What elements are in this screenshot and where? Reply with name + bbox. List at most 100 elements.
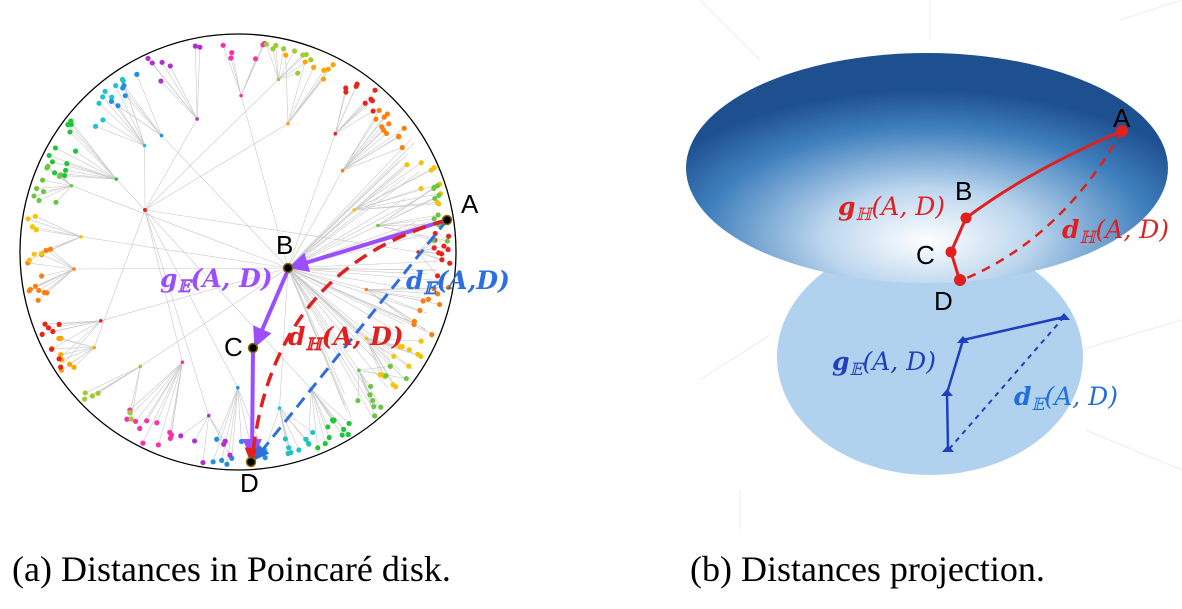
graph-edge: [48, 320, 101, 329]
graph-edge: [61, 347, 95, 361]
graph-hub-node: [114, 177, 119, 181]
graph-node: [65, 122, 71, 128]
point-a-proj: [1058, 313, 1070, 320]
graph-node: [445, 284, 452, 291]
graph-edge: [287, 267, 345, 394]
graph-edge: [66, 163, 117, 180]
graph-edge: [287, 160, 400, 269]
graph-edge: [170, 65, 198, 120]
graph-edge: [366, 338, 421, 357]
graph-hub-node: [277, 406, 282, 410]
graph-edge: [354, 193, 441, 211]
graph-edge: [366, 289, 438, 295]
graph-node: [145, 55, 151, 62]
graph-node: [431, 245, 437, 251]
graph-node: [149, 60, 155, 66]
graph-node: [68, 118, 74, 124]
graph-node: [325, 424, 331, 430]
graph-node: [32, 213, 38, 219]
graph-node: [444, 238, 450, 244]
graph-edge: [287, 267, 437, 271]
graph-edge: [73, 347, 95, 368]
point-c-proj: [941, 389, 953, 396]
graph-edge: [208, 415, 224, 445]
graph-edge: [49, 155, 117, 180]
graph-edge: [73, 267, 289, 270]
graph-node: [134, 71, 140, 77]
graph-node: [339, 432, 345, 438]
graph-node: [325, 66, 331, 72]
graph-node: [300, 52, 306, 58]
graph-node: [346, 420, 352, 427]
graph-node: [376, 107, 382, 114]
graph-node: [200, 459, 206, 466]
graph-edge: [36, 185, 72, 189]
graph-node: [82, 390, 88, 396]
graph-edge: [129, 361, 183, 411]
graph-node: [154, 420, 160, 426]
graph-node: [113, 83, 119, 89]
graph-node: [378, 404, 384, 410]
graph-node: [362, 100, 368, 106]
graph-edge: [287, 267, 414, 370]
graph-edge: [231, 52, 242, 96]
graph-node: [436, 250, 442, 256]
graph-node: [192, 43, 198, 49]
graph-node: [92, 123, 99, 129]
graph-node: [406, 363, 412, 369]
graph-node: [224, 461, 230, 467]
graph-node: [137, 425, 143, 432]
point-d-label: D: [240, 468, 259, 498]
graph-hub-node: [364, 336, 369, 341]
graph-hub-node: [286, 121, 290, 126]
graph-hub-node: [159, 133, 164, 138]
graph-node: [371, 403, 377, 410]
graph-node: [228, 55, 234, 61]
graph-node: [51, 170, 58, 176]
graph-edge: [287, 267, 402, 335]
point-b: [282, 262, 294, 274]
graph-edge: [287, 267, 426, 330]
graph-edge: [311, 388, 350, 424]
graph-node: [140, 440, 146, 446]
graph-node: [399, 343, 405, 350]
graph-node: [31, 251, 37, 257]
graph-hub-node: [235, 385, 240, 390]
graph-edge: [55, 147, 117, 180]
graph-node: [418, 353, 424, 360]
graph-edge: [366, 338, 385, 377]
graph-node: [439, 257, 445, 263]
graph-edge: [278, 54, 307, 80]
graph-edge: [59, 320, 101, 325]
graph-edge: [311, 388, 349, 435]
graph-edge: [125, 95, 162, 136]
graph-hub-node: [376, 223, 380, 228]
graph-edge: [275, 45, 279, 80]
graph-node: [434, 273, 441, 279]
graph-edge: [266, 44, 279, 80]
graph-node: [386, 121, 392, 127]
graph-edge: [240, 43, 265, 96]
graph-node: [296, 447, 302, 453]
graph-edge: [287, 267, 428, 314]
graph-node: [120, 78, 126, 84]
graph-node: [58, 364, 64, 370]
graph-edge: [342, 136, 399, 171]
graph-edge: [353, 169, 432, 211]
graph-node: [445, 246, 451, 253]
graph-node: [210, 459, 216, 465]
graph-node: [128, 416, 134, 422]
graph-edge: [366, 338, 395, 357]
graph-node: [26, 257, 33, 263]
graph-edge: [278, 48, 284, 80]
graph-node: [102, 88, 108, 94]
graph-node: [355, 397, 361, 404]
graph-node: [370, 397, 376, 404]
graph-edge: [287, 267, 386, 353]
d-euclidean-label-b: d𝔼(A, D): [1014, 382, 1118, 415]
caption-b: (b) Distances projection.: [690, 549, 1045, 589]
graph-node: [401, 125, 407, 131]
graph-edge: [129, 366, 141, 413]
graph-node: [45, 325, 52, 331]
graph-edge: [287, 267, 380, 410]
